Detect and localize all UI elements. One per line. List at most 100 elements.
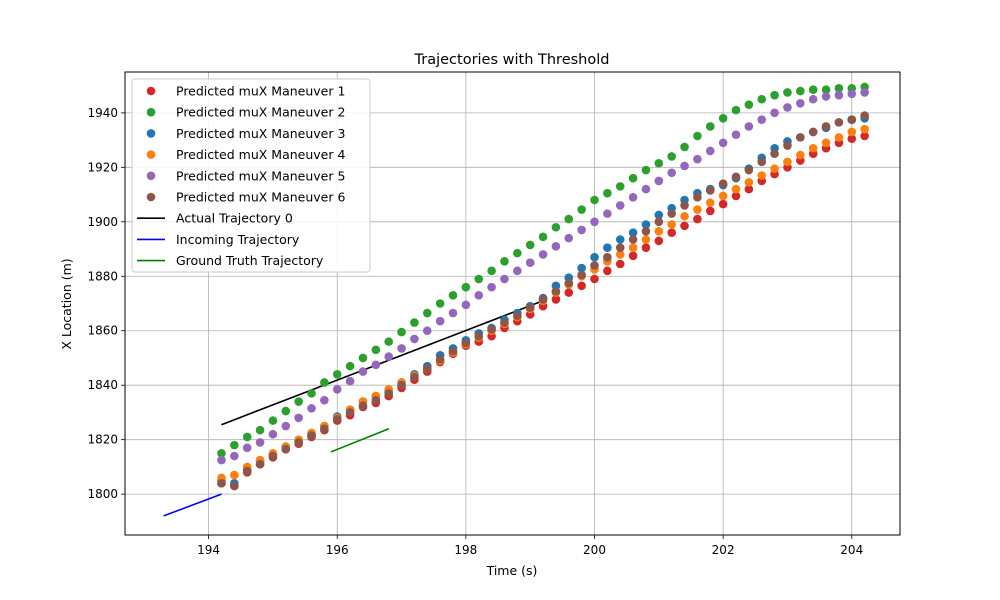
scatter-point xyxy=(680,201,689,210)
scatter-point xyxy=(821,85,831,95)
scatter-point xyxy=(705,198,715,208)
scatter-point xyxy=(410,318,419,327)
scatter-point xyxy=(294,438,303,447)
scatter-point xyxy=(705,186,715,195)
scatter-point xyxy=(384,337,393,346)
scatter-point xyxy=(615,259,625,269)
legend-entry-label: Actual Trajectory 0 xyxy=(176,211,293,226)
scatter-point xyxy=(332,414,342,424)
scatter-point xyxy=(422,364,432,374)
x-axis-label: Time (s) xyxy=(486,563,538,578)
scatter-point xyxy=(538,232,548,242)
scatter-point xyxy=(448,308,458,318)
scatter-point xyxy=(551,286,561,296)
scatter-point xyxy=(860,88,869,97)
scatter-point xyxy=(487,282,496,292)
scatter-point xyxy=(345,361,355,371)
legend-entry-label: Incoming Trajectory xyxy=(176,232,300,247)
scatter-point xyxy=(590,252,599,262)
scatter-point xyxy=(345,376,355,386)
plot-frame xyxy=(124,71,901,536)
scatter-point xyxy=(217,455,226,465)
scatter-point xyxy=(551,222,561,232)
scatter-point xyxy=(448,291,458,300)
legend-marker-swatch xyxy=(146,171,156,181)
legend: Predicted muX Maneuver 1 Predicted muX Ma… xyxy=(131,78,371,273)
scatter-point xyxy=(268,451,278,461)
scatter-point xyxy=(397,344,406,353)
y-tick-label: 1820 xyxy=(87,433,118,447)
scatter-point xyxy=(783,141,792,150)
scatter-point xyxy=(358,353,368,363)
scatter-point xyxy=(242,432,252,442)
scatter-point xyxy=(320,378,329,387)
scatter-point xyxy=(551,295,561,304)
scatter-point xyxy=(525,258,535,267)
scatter-point xyxy=(603,188,612,198)
scatter-point xyxy=(796,150,805,160)
scatter-point xyxy=(564,214,574,224)
scatter-point xyxy=(422,308,432,318)
trajectory-lines xyxy=(163,300,544,517)
scatter-point xyxy=(500,318,509,327)
scatter-point xyxy=(628,192,638,202)
scatter-point xyxy=(371,360,381,370)
scatter-point xyxy=(230,451,239,461)
scatter-point xyxy=(744,178,754,187)
scatter-point xyxy=(641,220,651,229)
scatter-point xyxy=(744,184,754,194)
scatter-point xyxy=(641,227,651,236)
scatter-point xyxy=(487,266,496,276)
scatter-point xyxy=(371,345,381,355)
scatter-point xyxy=(435,316,445,326)
scatter-point xyxy=(217,478,226,488)
scatter-point xyxy=(435,355,445,364)
scatter-point xyxy=(770,108,779,118)
scatter-point xyxy=(718,191,728,201)
scatter-point xyxy=(384,352,393,361)
scatter-point xyxy=(307,404,316,413)
scatter-point xyxy=(667,220,676,229)
scatter-point xyxy=(294,397,303,406)
scatter-point xyxy=(564,278,574,288)
scatter-points xyxy=(217,82,869,491)
y-tick-label: 1920 xyxy=(87,160,118,174)
scatter-point xyxy=(615,235,625,244)
scatter-point xyxy=(590,261,599,270)
scatter-point xyxy=(397,380,406,390)
scatter-point xyxy=(461,338,471,348)
scatter-point xyxy=(693,131,702,141)
scatter-point xyxy=(744,122,754,131)
scatter-point xyxy=(513,248,522,258)
scatter-point xyxy=(577,205,586,214)
scatter-point xyxy=(500,256,509,266)
scatter-point xyxy=(808,127,818,137)
scatter-point xyxy=(860,131,869,141)
legend-marker-swatch xyxy=(146,192,156,202)
scatter-point xyxy=(654,227,664,236)
scatter-point xyxy=(783,103,792,112)
scatter-point xyxy=(628,173,638,183)
scatter-point xyxy=(731,105,741,115)
scatter-point xyxy=(628,243,638,252)
y-tick-label: 1840 xyxy=(87,378,118,392)
scatter-point xyxy=(796,133,805,142)
scatter-point xyxy=(641,235,651,244)
scatter-point xyxy=(744,100,754,109)
scatter-point xyxy=(654,158,664,168)
scatter-point xyxy=(603,209,612,218)
scatter-point xyxy=(654,217,664,227)
scatter-point xyxy=(513,311,522,321)
scatter-point xyxy=(255,438,265,447)
scatter-point xyxy=(525,240,535,250)
scatter-point xyxy=(731,191,741,201)
legend-entry-label: Predicted muX Maneuver 2 xyxy=(176,105,345,120)
scatter-point xyxy=(821,138,831,148)
x-axis: 194 196 198 200 202 204 xyxy=(197,535,863,557)
scatter-point xyxy=(628,235,638,244)
scatter-point xyxy=(783,157,792,167)
scatter-point xyxy=(538,295,548,304)
scatter-point xyxy=(796,86,805,96)
scatter-point xyxy=(770,90,779,100)
scatter-point xyxy=(551,242,561,251)
